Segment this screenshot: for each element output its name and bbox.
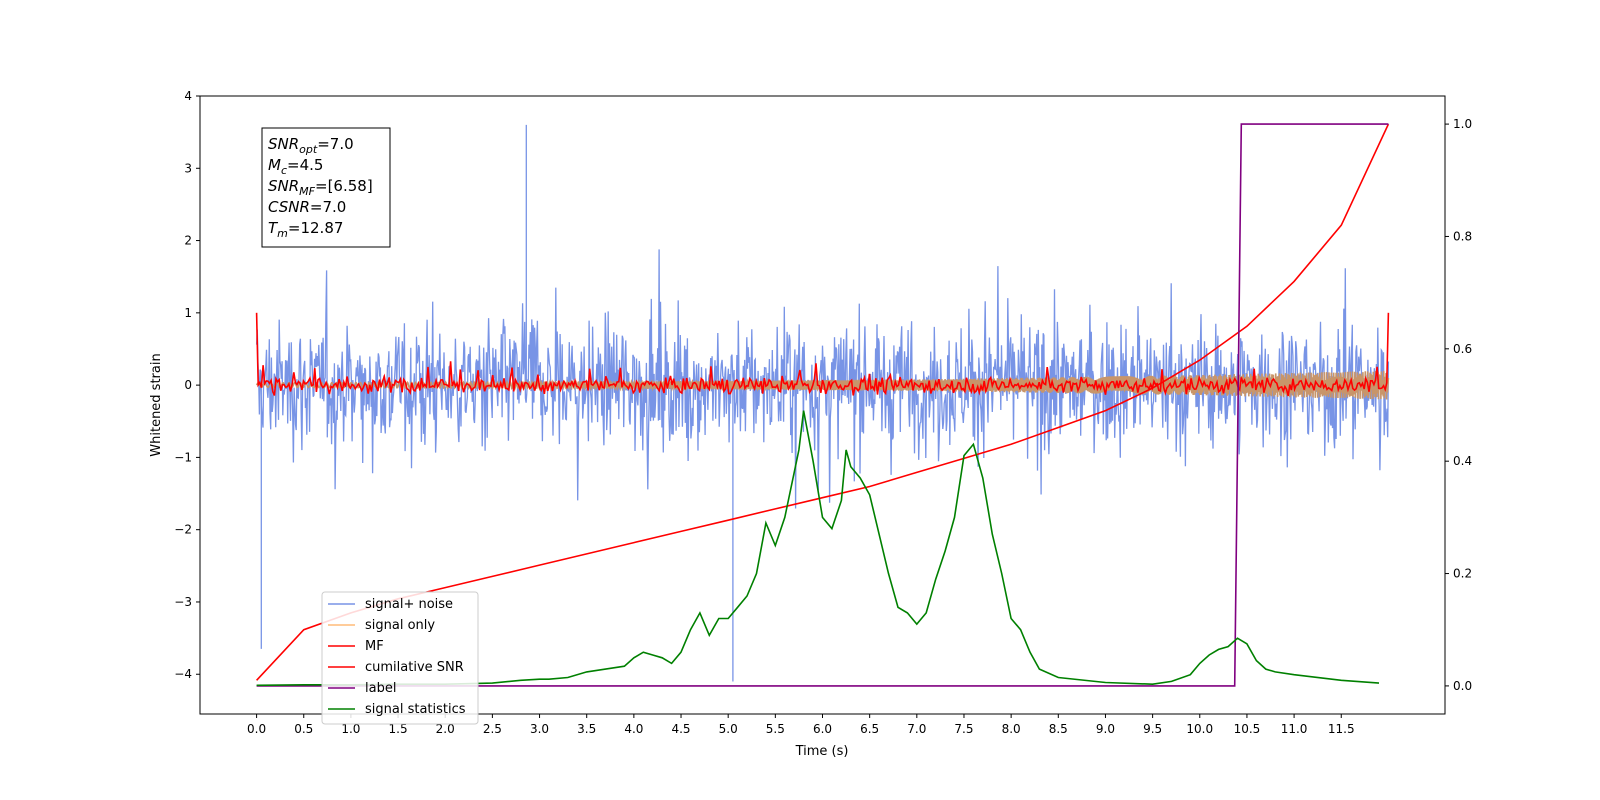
y-tick-label: −2	[174, 523, 192, 537]
y-axis-right: 1.0 0.8 0.6 0.4 0.2 0.0	[1445, 117, 1472, 693]
series-signal-statistics	[256, 410, 1380, 687]
legend-entry: label	[365, 681, 396, 696]
y-tick-label: −3	[174, 595, 192, 609]
x-tick-label: 1.5	[389, 722, 408, 736]
legend-entry: signal+ noise	[365, 597, 453, 612]
x-tick-label: 11.5	[1328, 722, 1355, 736]
y2-tick-label: 0.4	[1453, 454, 1472, 468]
x-tick-label: 0.5	[294, 722, 313, 736]
y2-tick-label: 0.8	[1453, 229, 1472, 243]
y2-tick-label: 0.6	[1453, 342, 1472, 356]
y-tick-label: −4	[174, 667, 192, 681]
legend-entry: MF	[365, 639, 384, 654]
x-tick-label: 4.0	[624, 722, 643, 736]
legend-entry: cumilative SNR	[365, 660, 464, 675]
x-tick-label: 10.5	[1234, 722, 1261, 736]
x-tick-label: 5.5	[766, 722, 785, 736]
y-axis-left: 4 3 2 1 0 −1 −2 −3 −4	[174, 89, 200, 681]
x-tick-label: 10.0	[1186, 722, 1213, 736]
x-tick-label: 8.5	[1049, 722, 1068, 736]
x-tick-label: 2.5	[483, 722, 502, 736]
annotation-line: SNRMF=[6.58]	[268, 177, 373, 198]
x-tick-label: 0.0	[247, 722, 266, 736]
y2-tick-label: 0.2	[1453, 567, 1472, 581]
series-signal-noise	[255, 124, 1390, 682]
x-tick-label: 5.0	[719, 722, 738, 736]
x-tick-label: 11.0	[1281, 722, 1308, 736]
y2-tick-label: 0.0	[1453, 679, 1472, 693]
x-axis-label: Time (s)	[795, 744, 849, 759]
y-tick-label: 3	[184, 161, 192, 175]
y-tick-label: 4	[184, 89, 192, 103]
y-axis-label: Whitened strain	[149, 353, 164, 456]
x-tick-label: 7.5	[954, 722, 973, 736]
y-tick-label: 0	[184, 378, 192, 392]
annotation-line: Tm=12.87	[268, 219, 343, 240]
annotation-line: Mc=4.5	[268, 156, 323, 177]
x-tick-label: 3.0	[530, 722, 549, 736]
x-tick-label: 7.0	[907, 722, 926, 736]
legend-frame	[321, 591, 479, 725]
x-tick-label: 3.5	[577, 722, 596, 736]
x-tick-label: 6.5	[860, 722, 879, 736]
x-axis: 0.0 0.5 1.0 1.5 2.0 2.5 3.0 3.5 4.0 4.5 5.0 5.5 6.0 6…	[247, 714, 1355, 736]
x-tick-label: 4.5	[671, 722, 690, 736]
legend-entry: signal statistics	[365, 702, 466, 717]
y2-tick-label: 1.0	[1453, 117, 1472, 131]
x-tick-label: 6.0	[813, 722, 832, 736]
x-tick-label: 1.0	[341, 722, 360, 736]
x-tick-label: 8.0	[1002, 722, 1021, 736]
y-tick-label: 2	[184, 234, 192, 248]
y-tick-label: −1	[174, 450, 192, 464]
series-cumulative-snr	[256, 123, 1390, 681]
x-tick-label: 9.5	[1143, 722, 1162, 736]
plot-area	[255, 123, 1390, 687]
y-tick-label: 1	[184, 306, 192, 320]
series-label	[256, 123, 1389, 687]
legend: signal+ noise signal only MF cumilative SNR…	[321, 591, 479, 725]
annotation-line: CSNR=7.0	[268, 198, 346, 216]
annotation-frame	[261, 127, 391, 248]
annotation-line: SNRopt=7.0	[268, 135, 354, 156]
x-tick-label: 2.0	[436, 722, 455, 736]
x-tick-label: 9.0	[1096, 722, 1115, 736]
legend-entry: signal only	[365, 618, 435, 633]
series-mf	[255, 312, 1390, 397]
